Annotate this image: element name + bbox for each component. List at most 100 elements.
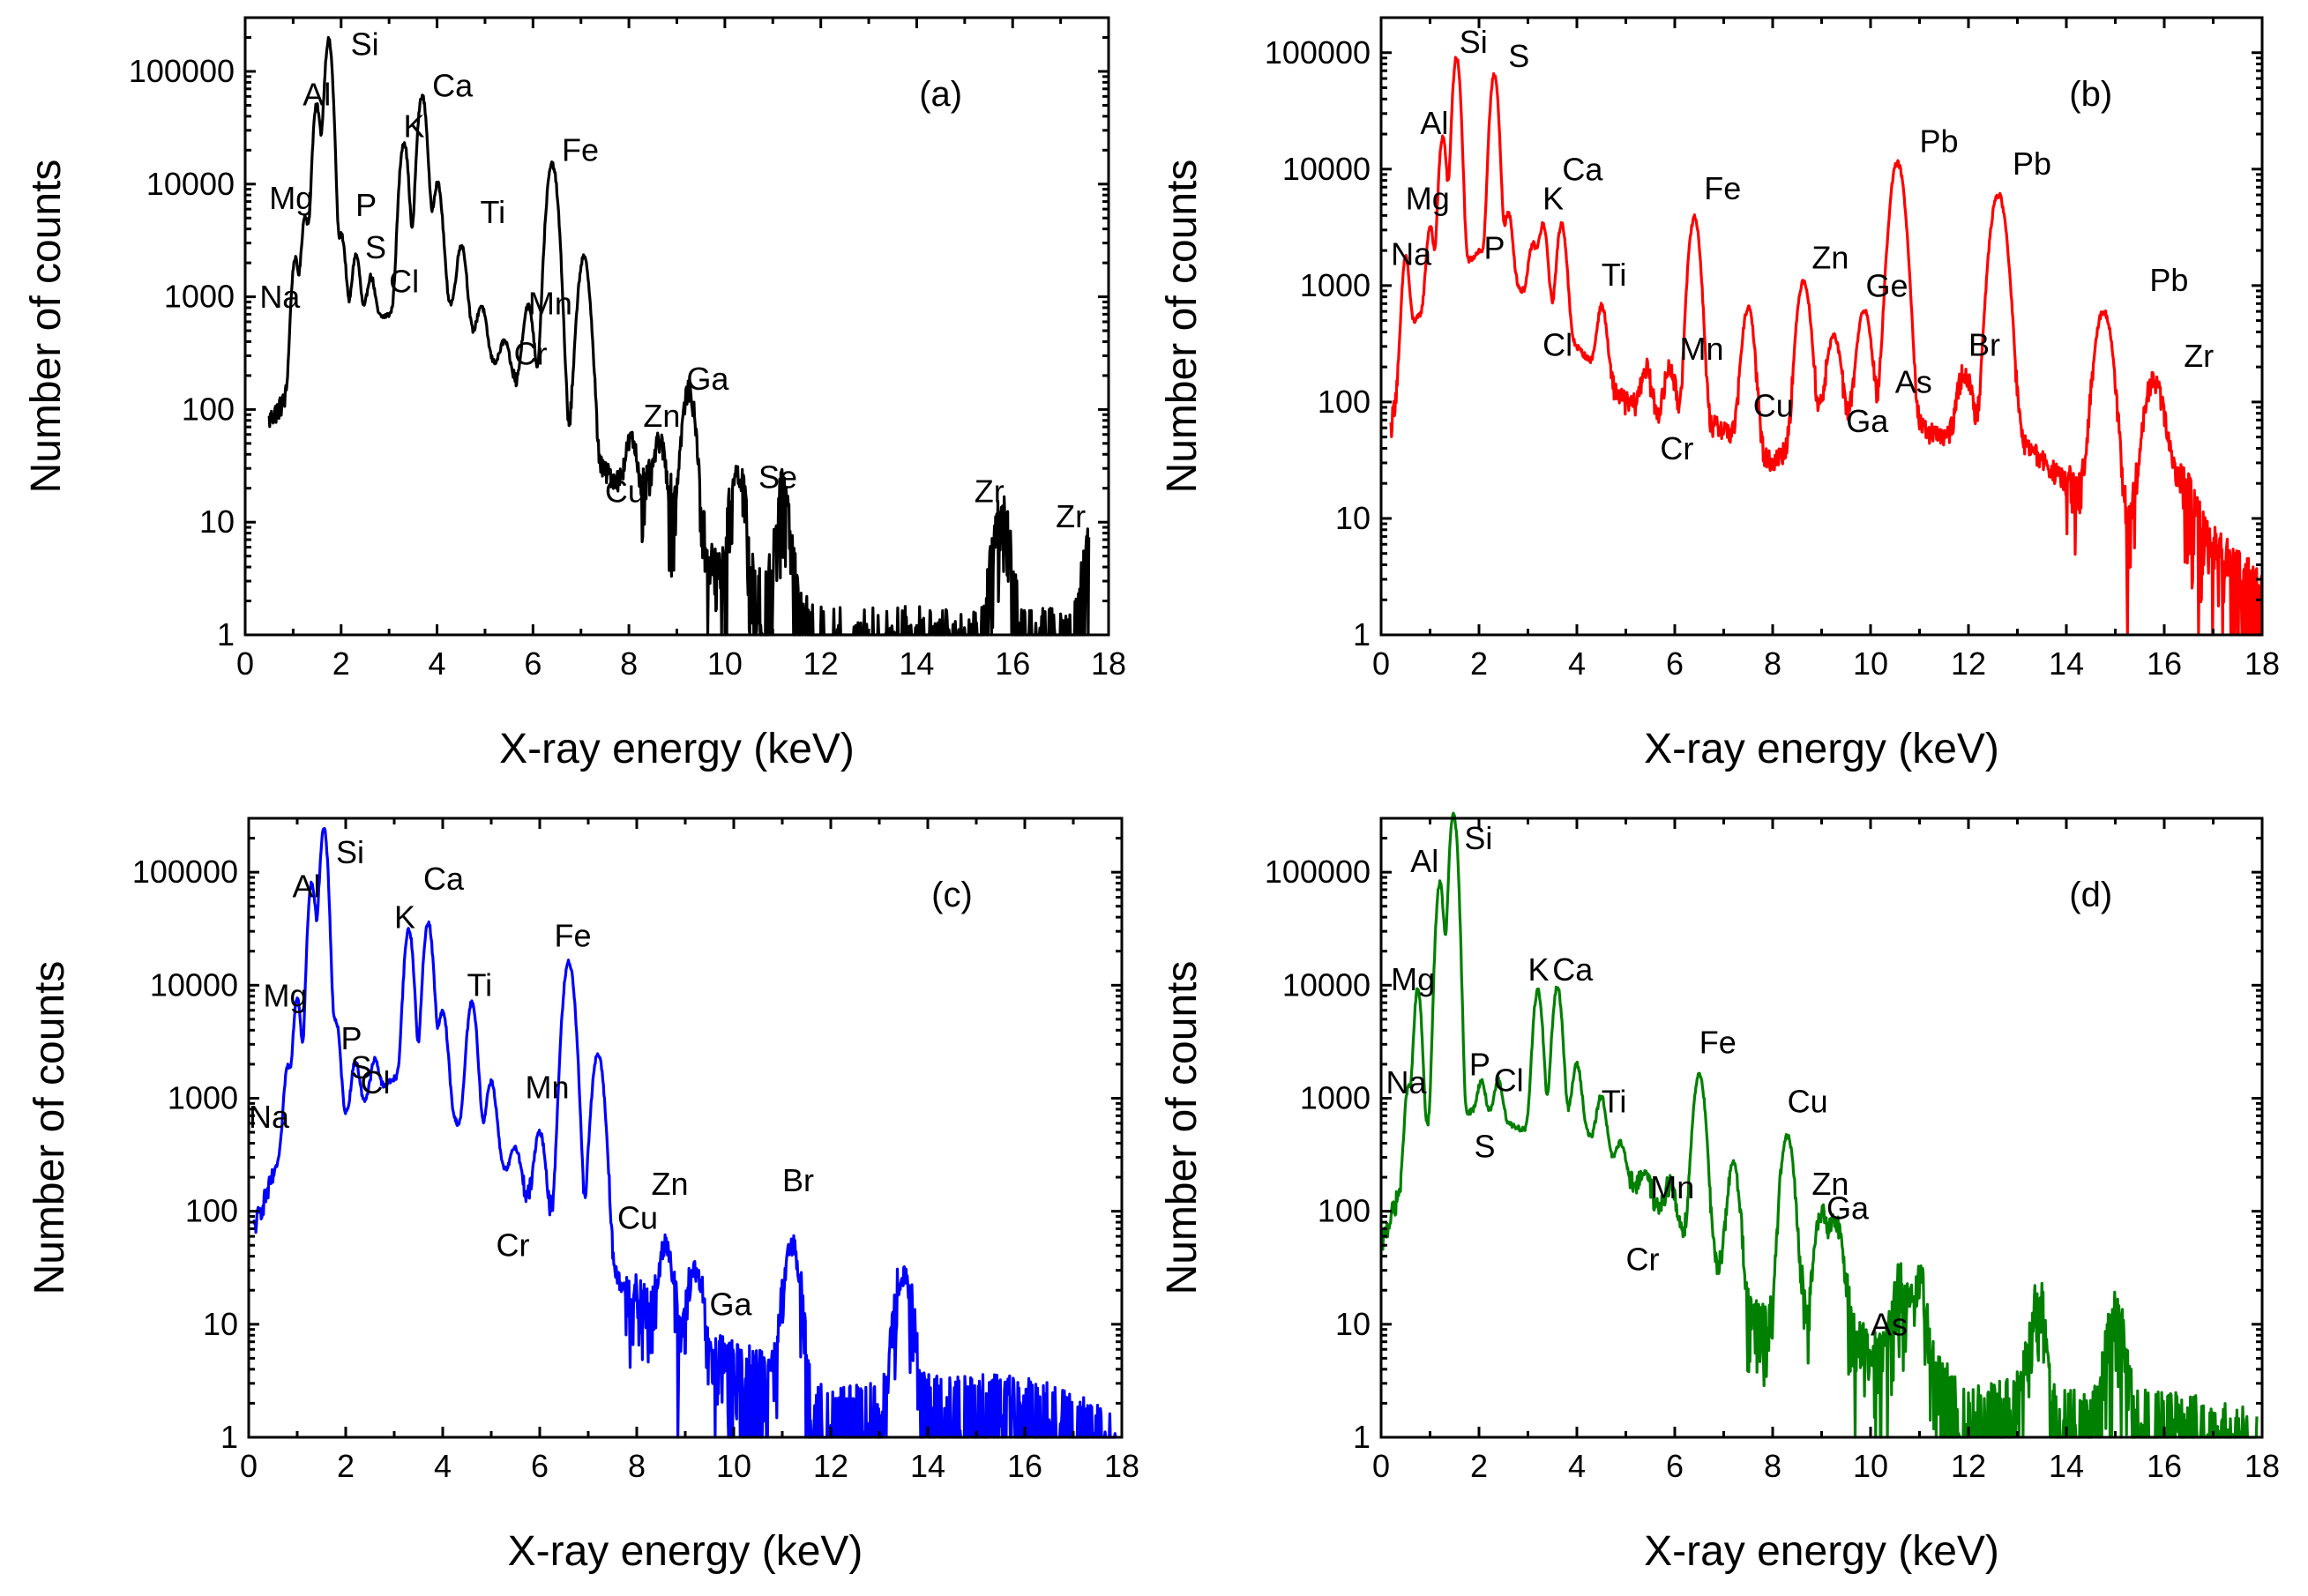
x-tick-label: 16	[1007, 1448, 1042, 1484]
peak-label: Pb	[2149, 262, 2188, 298]
plot-frame	[243, 16, 1110, 637]
spectrum-line	[267, 35, 1091, 637]
y-tick-label: 100000	[1265, 34, 1371, 71]
peak-label: S	[1508, 38, 1529, 74]
peak-label: As	[1871, 1306, 1908, 1342]
x-axis-title: X-ray energy (keV)	[1644, 1528, 1999, 1575]
x-tick-label: 4	[429, 645, 446, 682]
x-tick-label: 6	[1666, 1448, 1684, 1484]
peak-label: K	[394, 899, 415, 936]
peak-label: S	[1474, 1129, 1495, 1165]
y-tick-label: 10000	[1282, 966, 1371, 1003]
peak-label: Ca	[423, 861, 465, 897]
chart-panel-b: 0 2 4 6 8 10 12 14 16 18 1 10 100 1000 10000 100000 X-ra…	[1159, 16, 2280, 772]
x-axis-title: X-ray energy (keV)	[1644, 726, 1999, 772]
x-tick-label: 12	[813, 1448, 848, 1484]
peak-label: Cr	[1626, 1242, 1660, 1278]
peak-label: As	[1895, 363, 1932, 399]
peak-label: Ca	[1552, 951, 1594, 988]
y-tick-label: 1000	[1300, 267, 1371, 303]
peak-label: P	[341, 1020, 362, 1056]
peak-label: Al	[1420, 105, 1448, 141]
x-tick-label: 14	[910, 1448, 945, 1484]
x-tick-label: 0	[236, 645, 254, 682]
chart-panel-c: 0 2 4 6 8 10 12 14 16 18 1 10 100 1000 10000 100000 X-ra…	[26, 817, 1139, 1575]
peak-label: Zr	[2184, 338, 2214, 374]
y-tick-label: 100	[185, 1193, 238, 1229]
peak-label: Mg	[269, 180, 313, 216]
peak-label: Zn	[652, 1166, 689, 1202]
peak-label: Mn	[1650, 1169, 1694, 1205]
spectrum-line	[1379, 811, 2259, 1439]
peak-label: Cu	[605, 474, 646, 510]
peak-label: Cl	[1494, 1063, 1524, 1099]
y-tick-label: 100	[182, 391, 235, 427]
x-axis-title: X-ray energy (keV)	[508, 1528, 863, 1575]
peak-label: K	[1542, 181, 1564, 217]
peak-label: Si	[1460, 24, 1488, 60]
peak-label: Zn	[643, 398, 680, 434]
x-tick-label: 10	[1853, 645, 1888, 682]
peak-label: Na	[259, 279, 301, 315]
peak-label: P	[1469, 1046, 1490, 1082]
x-tick-label: 18	[2245, 645, 2280, 682]
panel-label: (d)	[2069, 876, 2112, 914]
peak-label: Ca	[1562, 152, 1603, 188]
x-tick-label: 10	[707, 645, 743, 682]
peak-label: Zn	[1811, 240, 1849, 276]
y-tick-label: 10000	[150, 966, 238, 1003]
peak-label: Na	[1391, 236, 1432, 272]
chart-panel-a: 0 2 4 6 8 10 12 14 16 18 1 10 100 1000 10000 100000 X-ra…	[23, 16, 1126, 772]
x-tick-label: 8	[628, 1448, 646, 1484]
y-tick-label: 1	[220, 1419, 238, 1455]
x-tick-label: 18	[2245, 1448, 2280, 1484]
y-axis-title: Number of counts	[1159, 961, 1206, 1295]
x-tick-label: 6	[1666, 645, 1684, 682]
x-tick-label: 14	[2049, 1448, 2084, 1484]
x-tick-label: 2	[337, 1448, 355, 1484]
peak-label: Na	[249, 1099, 290, 1135]
x-tick-label: 0	[240, 1448, 258, 1484]
x-tick-label: 12	[1951, 1448, 1986, 1484]
peak-label: Ti	[1602, 257, 1627, 293]
x-tick-label: 8	[620, 645, 638, 682]
x-tick-label: 12	[803, 645, 839, 682]
peak-label: Cu	[617, 1200, 658, 1236]
peak-label: Ti	[467, 967, 493, 1003]
x-tick-label: 16	[2147, 645, 2182, 682]
x-tick-label: 2	[332, 645, 350, 682]
peak-label: Fe	[555, 917, 592, 953]
peak-label: Zr	[1056, 498, 1086, 534]
spectrum-line	[1389, 56, 2264, 637]
peak-label: Ge	[1865, 268, 1908, 304]
peak-label: Al	[293, 869, 321, 905]
panel-label: (c)	[931, 876, 973, 914]
peak-label: Al	[1410, 843, 1438, 879]
x-tick-label: 14	[899, 645, 934, 682]
peak-label: Ca	[432, 67, 474, 103]
x-tick-label: 18	[1104, 1448, 1139, 1484]
peak-label: Si	[1464, 820, 1492, 856]
peak-label: Br	[782, 1162, 814, 1198]
y-tick-label: 100	[1318, 1193, 1371, 1229]
y-tick-label: 10	[1335, 500, 1371, 536]
x-tick-label: 18	[1091, 645, 1126, 682]
peak-label: Si	[336, 834, 364, 870]
x-tick-label: 4	[434, 1448, 452, 1484]
peak-label: P	[1484, 229, 1505, 265]
peak-label: Pb	[2013, 145, 2051, 182]
peak-label: Mn	[1680, 331, 1724, 367]
y-tick-label: 10	[1335, 1306, 1371, 1342]
x-tick-label: 16	[2147, 1448, 2182, 1484]
peak-label: Ga	[1826, 1190, 1870, 1227]
peak-label: S	[351, 1049, 372, 1085]
y-tick-label: 10	[199, 503, 235, 540]
x-tick-label: 2	[1470, 645, 1488, 682]
spectrum-line	[251, 826, 1118, 1439]
x-tick-label: 16	[995, 645, 1030, 682]
y-tick-label: 100000	[1265, 854, 1371, 890]
x-tick-label: 12	[1951, 645, 1986, 682]
x-tick-label: 14	[2049, 645, 2084, 682]
y-tick-label: 100000	[129, 53, 235, 89]
